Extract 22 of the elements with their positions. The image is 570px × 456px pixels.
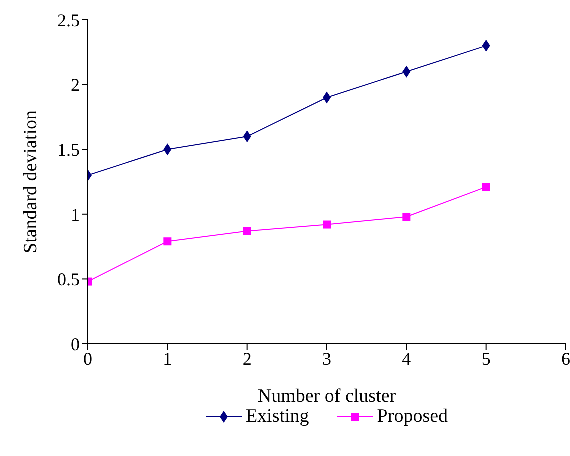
- point: [323, 220, 331, 229]
- point: [482, 183, 490, 192]
- x-tick-label: 4: [402, 348, 412, 369]
- y-tick-label: 1.5: [58, 140, 80, 160]
- x-tick-label: 3: [322, 348, 332, 369]
- x-tick-label: 0: [84, 348, 92, 369]
- y-axis-title: Standard deviation: [20, 110, 42, 254]
- x-tick-label: 1: [163, 348, 172, 369]
- y-tick-label: 1: [71, 204, 80, 225]
- y-tick-label: 0.5: [58, 270, 80, 290]
- legend-label: Proposed: [377, 406, 448, 428]
- point: [164, 238, 172, 246]
- x-tick-label: 2: [242, 348, 252, 369]
- x-tick-label: 6: [562, 348, 570, 369]
- x-tick-label: 5: [482, 348, 491, 369]
- y-tick-label: 2.5: [58, 10, 80, 30]
- point: [243, 227, 252, 236]
- legend-label: Existing: [246, 406, 310, 428]
- y-tick-label: 0: [71, 334, 80, 354]
- x-axis-title: Number of cluster: [258, 386, 397, 407]
- point: [402, 212, 411, 221]
- y-tick-label: 2: [71, 75, 80, 96]
